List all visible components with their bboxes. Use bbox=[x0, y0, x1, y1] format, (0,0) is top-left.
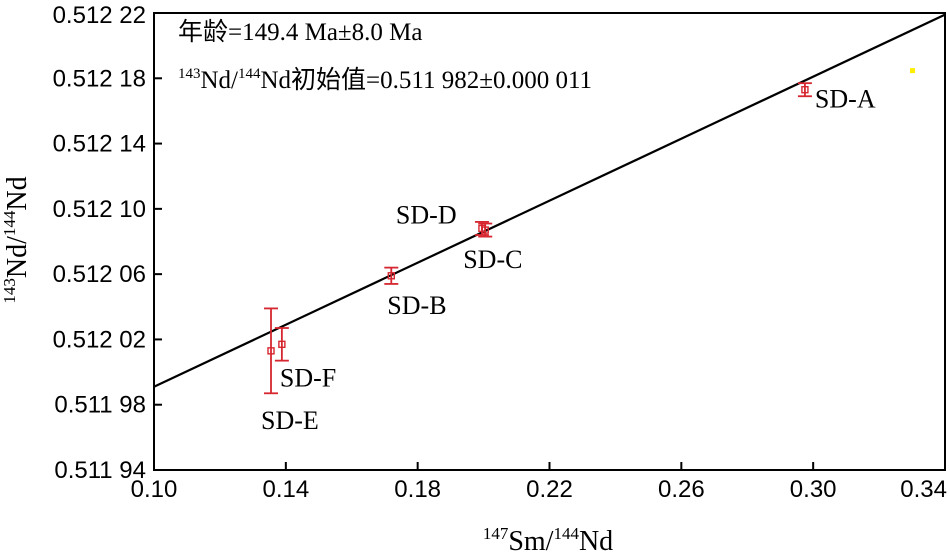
y-title-sup1: 143 bbox=[0, 278, 19, 304]
point-label: SD-F bbox=[280, 363, 336, 392]
y-tick-label: 0.511 98 bbox=[54, 392, 146, 419]
y-title-tail: Nd bbox=[2, 176, 33, 210]
data-point bbox=[267, 347, 275, 355]
y-title-sup2: 144 bbox=[0, 210, 19, 236]
age-annotation: 年龄=149.4 Ma±8.0 Ma bbox=[178, 18, 422, 46]
y-tick-label: 0.512 22 bbox=[53, 2, 146, 29]
x-title-sup1: 147 bbox=[483, 524, 509, 543]
data-point bbox=[478, 224, 486, 233]
x-tick-label: 0.26 bbox=[658, 476, 705, 503]
point-label: SD-A bbox=[815, 85, 876, 114]
initial-ratio-sup1: 143 bbox=[178, 66, 201, 82]
isochron-line bbox=[153, 13, 946, 388]
x-tick-label: 0.18 bbox=[394, 476, 441, 503]
y-tick-label: 0.512 06 bbox=[53, 261, 146, 288]
y-tick-label: 0.512 14 bbox=[53, 131, 146, 158]
x-tick-label: 0.30 bbox=[790, 476, 837, 503]
x-tick-label: 0.34 bbox=[900, 476, 947, 503]
data-point bbox=[801, 86, 809, 94]
initial-ratio-mid: Nd/ bbox=[201, 67, 239, 94]
initial-ratio-annotation: 143Nd/144Nd初始值=0.511 982±0.000 011 bbox=[178, 66, 592, 94]
point-label: SD-B bbox=[387, 291, 446, 320]
y-tick-label: 0.511 94 bbox=[54, 457, 146, 484]
point-label: SD-E bbox=[261, 406, 319, 435]
x-title-tail: Nd bbox=[579, 526, 613, 556]
x-tick-label: 0.14 bbox=[262, 476, 309, 503]
x-title-mid: Sm/ bbox=[508, 526, 553, 556]
x-tick-label: 0.10 bbox=[131, 476, 178, 503]
data-point bbox=[387, 272, 395, 280]
data-point bbox=[278, 340, 286, 349]
y-title-mid: Nd/ bbox=[2, 236, 33, 278]
y-tick-label: 0.512 10 bbox=[53, 196, 146, 223]
y-axis-title: 143Nd/144Nd bbox=[0, 176, 33, 303]
initial-ratio-sup2: 144 bbox=[238, 66, 261, 82]
point-label: SD-C bbox=[463, 245, 522, 274]
point-label: SD-D bbox=[396, 200, 457, 229]
y-tick-label: 0.512 02 bbox=[53, 326, 146, 353]
x-axis-title: 147Sm/144Nd bbox=[483, 524, 613, 556]
x-tick-label: 0.22 bbox=[526, 476, 573, 503]
y-tick-label: 0.512 18 bbox=[53, 65, 146, 92]
initial-ratio-tail: Nd初始值=0.511 982±0.000 011 bbox=[261, 66, 593, 94]
stray-dot bbox=[910, 68, 916, 74]
x-title-sup2: 144 bbox=[553, 524, 579, 543]
